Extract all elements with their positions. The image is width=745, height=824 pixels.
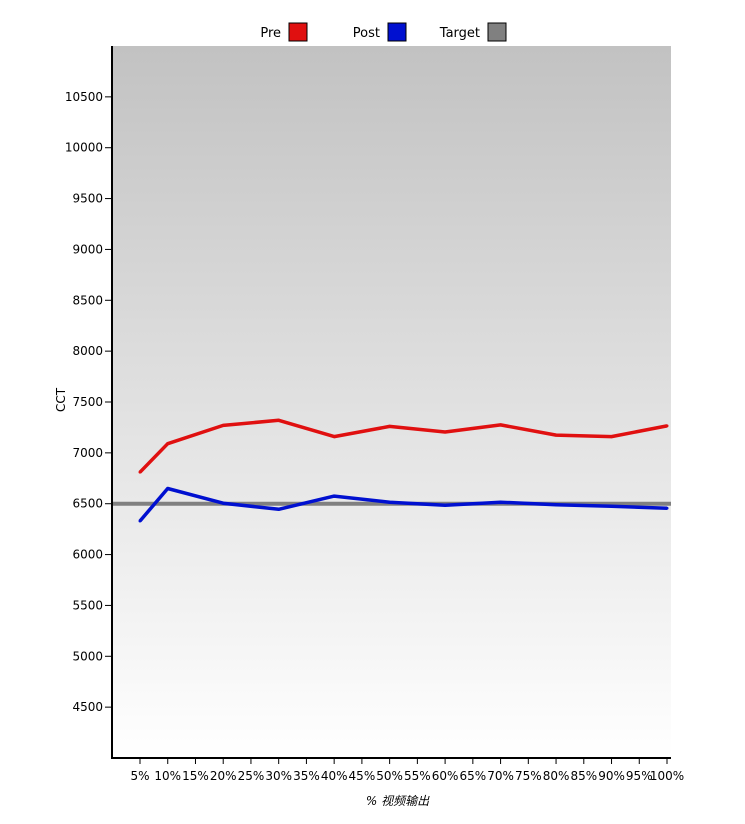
data-point-post bbox=[388, 500, 392, 504]
legend-swatch-target bbox=[487, 22, 507, 42]
legend-swatch-post bbox=[387, 22, 407, 42]
data-point-pre bbox=[332, 435, 336, 439]
x-tick-label: 45% bbox=[349, 769, 376, 783]
data-point-post bbox=[138, 519, 142, 523]
data-point-pre bbox=[138, 470, 142, 474]
y-tick-label: 5000 bbox=[72, 649, 103, 663]
data-point-pre bbox=[166, 442, 170, 446]
legend: Pre Post Target bbox=[260, 22, 507, 42]
x-tick-label: 35% bbox=[293, 769, 320, 783]
legend-swatch-pre bbox=[288, 22, 308, 42]
y-tick-label: 5500 bbox=[72, 598, 103, 612]
y-tick-label: 7000 bbox=[72, 446, 103, 460]
x-tick-label: 95% bbox=[626, 769, 653, 783]
x-tick-label: 15% bbox=[182, 769, 209, 783]
x-tick-label: 60% bbox=[432, 769, 459, 783]
x-tick-label: 55% bbox=[404, 769, 431, 783]
plot-background bbox=[112, 46, 671, 758]
y-tick-label: 4500 bbox=[72, 700, 103, 714]
data-point-pre bbox=[277, 418, 281, 422]
x-axis: 5% 10% 15% 20% 25% 30% 35% 40% 45% 50% 55% 60% 65% 70… bbox=[111, 757, 684, 783]
data-point-post bbox=[277, 507, 281, 511]
legend-label-pre: Pre bbox=[260, 26, 281, 41]
x-tick-label: 20% bbox=[210, 769, 237, 783]
y-axis: 4500 5000 5500 6000 6500 7000 7500 8000 8500 9000… bbox=[65, 46, 113, 759]
data-point-pre bbox=[221, 423, 225, 427]
data-point-post bbox=[332, 494, 336, 498]
x-tick-label: 30% bbox=[265, 769, 292, 783]
data-point-pre bbox=[499, 423, 503, 427]
data-point-post bbox=[166, 486, 170, 490]
data-point-post bbox=[554, 503, 558, 507]
x-tick-label: 25% bbox=[238, 769, 265, 783]
legend-label-post: Post bbox=[353, 26, 380, 41]
data-point-pre bbox=[388, 424, 392, 428]
data-point-post bbox=[665, 506, 669, 510]
y-tick-label: 9500 bbox=[72, 192, 103, 206]
data-point-post bbox=[221, 501, 225, 505]
data-point-pre bbox=[665, 424, 669, 428]
x-tick-label: 75% bbox=[515, 769, 542, 783]
data-point-pre bbox=[443, 430, 447, 434]
x-tick-label: 50% bbox=[376, 769, 403, 783]
data-point-post bbox=[499, 500, 503, 504]
x-tick-label: 70% bbox=[487, 769, 514, 783]
x-tick-label: 10% bbox=[154, 769, 181, 783]
data-point-post bbox=[443, 503, 447, 507]
y-tick-label: 10500 bbox=[65, 90, 103, 104]
x-tick-label: 80% bbox=[543, 769, 570, 783]
data-point-pre bbox=[610, 435, 614, 439]
y-tick-label: 6500 bbox=[72, 497, 103, 511]
y-axis-title: CCT bbox=[54, 387, 68, 412]
y-tick-label: 9000 bbox=[72, 242, 103, 256]
x-tick-label: 5% bbox=[130, 769, 149, 783]
x-tick-label: 40% bbox=[321, 769, 348, 783]
data-point-pre bbox=[554, 433, 558, 437]
y-tick-label: 8000 bbox=[72, 344, 103, 358]
legend-label-target: Target bbox=[439, 26, 480, 41]
y-tick-label: 7500 bbox=[72, 395, 103, 409]
y-tick-label: 8500 bbox=[72, 293, 103, 307]
data-point-post bbox=[610, 504, 614, 508]
x-axis-title: % 视频输出 bbox=[366, 794, 430, 808]
x-tick-label: 90% bbox=[598, 769, 625, 783]
x-tick-label: 100% bbox=[650, 769, 684, 783]
x-tick-label: 85% bbox=[570, 769, 597, 783]
series-layer bbox=[113, 418, 671, 523]
y-tick-label: 10000 bbox=[65, 141, 103, 155]
y-tick-label: 6000 bbox=[72, 548, 103, 562]
x-tick-label: 65% bbox=[460, 769, 487, 783]
